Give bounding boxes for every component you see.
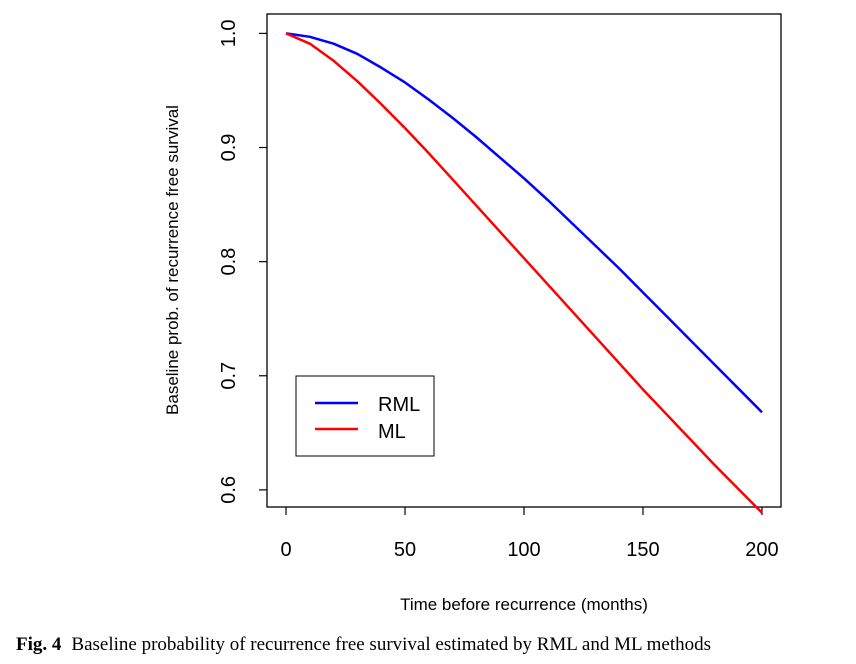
- series-line-ml: [285, 32, 763, 514]
- figure-caption: Fig. 4 Baseline probability of recurrence…: [16, 634, 846, 656]
- y-tick-label: 0.8: [218, 248, 240, 276]
- figure-caption-text: Baseline probability of recurrence free …: [71, 634, 712, 655]
- y-tick-label: 0.7: [218, 362, 240, 390]
- series-lines: [285, 32, 763, 514]
- y-tick-label: 0.9: [218, 134, 240, 162]
- x-tick-label: 200: [745, 539, 778, 561]
- x-tick-label: 50: [394, 539, 416, 561]
- figure-label: Fig. 4: [16, 634, 62, 655]
- x-tick-label: 150: [626, 539, 659, 561]
- legend-label-rml: RML: [378, 394, 420, 416]
- x-axis-title: Time before recurrence (months): [400, 595, 648, 614]
- legend-label-ml: ML: [378, 421, 406, 443]
- y-tick-label: 1.0: [218, 19, 240, 47]
- x-axis: 0 50 100 150 200: [280, 507, 779, 561]
- x-tick-label: 0: [280, 539, 291, 561]
- x-tick-label: 100: [507, 539, 540, 561]
- legend-box: [295, 375, 435, 457]
- legend: RML ML: [295, 375, 435, 457]
- y-axis: 0.6 0.7 0.8 0.9 1.0: [218, 19, 267, 504]
- y-axis-title: Baseline prob. of recurrence free surviv…: [163, 105, 182, 415]
- y-tick-label: 0.6: [218, 476, 240, 504]
- series-line-rml: [285, 32, 763, 414]
